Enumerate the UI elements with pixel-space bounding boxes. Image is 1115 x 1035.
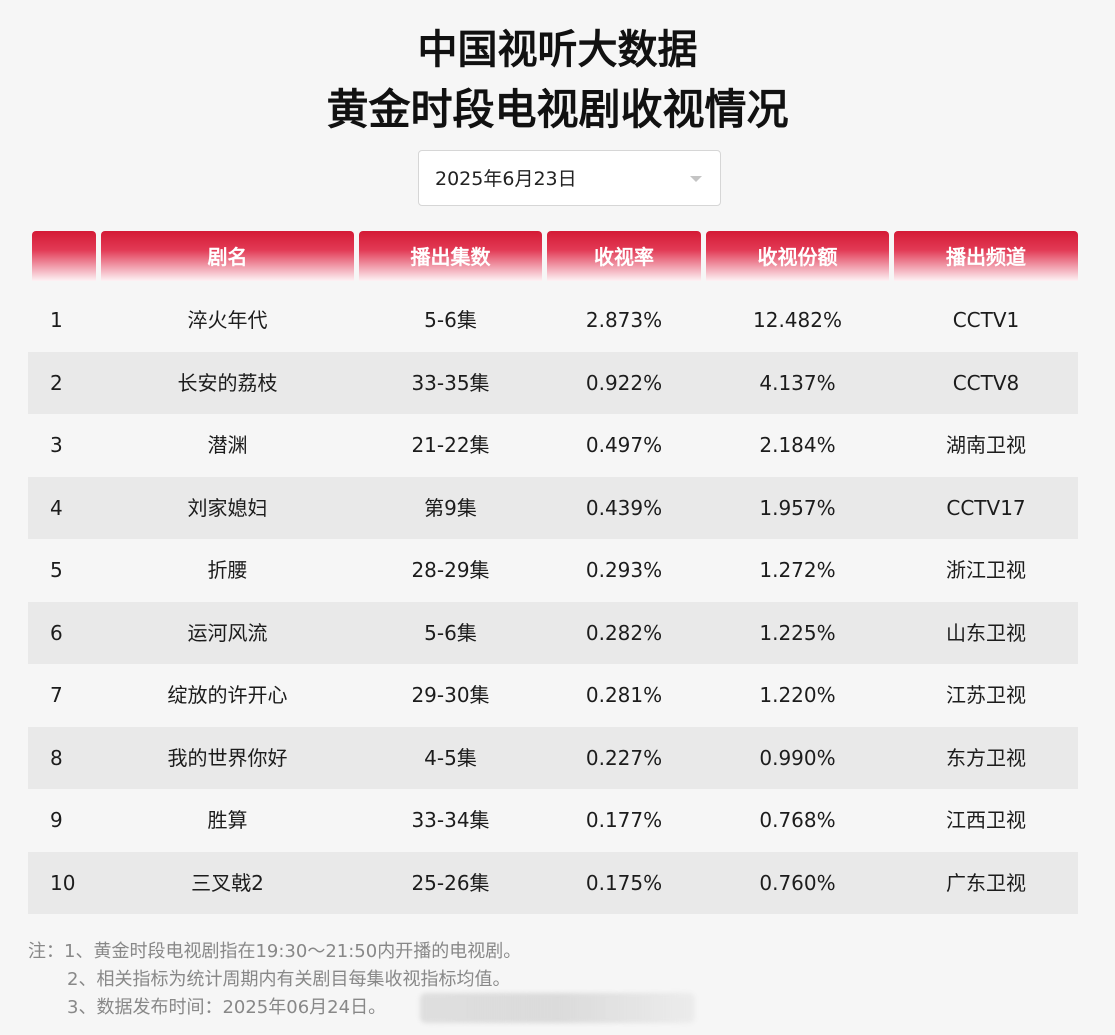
- cell-rating: 0.439%: [585, 495, 663, 520]
- cell-rank: 8: [50, 745, 63, 770]
- cell-channel: CCTV1: [952, 308, 1020, 332]
- column-header-rank: [32, 231, 96, 281]
- column-header-episodes: 播出集数: [359, 231, 542, 281]
- cell-share: 0.990%: [759, 745, 836, 770]
- cell-rating: 0.177%: [585, 808, 663, 832]
- column-header-name: 剧名: [101, 231, 354, 281]
- cell-drama-name: 三叉戟2: [191, 870, 264, 895]
- cell-rank: 2: [50, 370, 63, 395]
- table-row: 5 折腰 28-29集 0.293% 1.272% 浙江卫视: [28, 539, 1078, 602]
- cell-drama-name: 潜渊: [207, 433, 248, 457]
- cell-channel: 广东卫视: [946, 870, 1026, 895]
- cell-drama-name: 折腰: [207, 558, 248, 582]
- cell-rank: 5: [50, 558, 63, 582]
- cell-episodes: 33-34集: [411, 808, 490, 832]
- table-row: 2 长安的荔枝 33-35集 0.922% 4.137% CCTV8: [28, 351, 1078, 414]
- cell-rating: 0.497%: [585, 433, 663, 457]
- cell-rating: 0.293%: [585, 558, 663, 582]
- column-header-rating: 收视率: [547, 231, 701, 281]
- cell-rating: 0.922%: [585, 370, 663, 395]
- footnote-3: 3、数据发布时间：2025年06月24日。: [67, 997, 387, 1018]
- cell-drama-name: 淬火年代: [187, 308, 268, 332]
- cell-episodes: 5-6集: [424, 620, 477, 645]
- table-header: 剧名 播出集数 收视率 收视份额 播出频道: [28, 231, 1078, 289]
- cell-episodes: 21-22集: [411, 433, 490, 457]
- ratings-table: 剧名 播出集数 收视率 收视份额 播出频道 1 淬火年代 5-6集 2.873% 12.…: [28, 231, 1078, 914]
- cell-drama-name: 胜算: [207, 808, 248, 832]
- cell-channel: CCTV17: [946, 495, 1026, 520]
- cell-rank: 10: [50, 870, 76, 895]
- cell-rating: 0.227%: [585, 745, 663, 770]
- column-header-share: 收视份额: [706, 231, 889, 281]
- table-row: 9 胜算 33-34集 0.177% 0.768% 江西卫视: [28, 789, 1078, 852]
- column-header-channel: 播出频道: [894, 231, 1078, 281]
- table-body: 1 淬火年代 5-6集 2.873% 12.482% CCTV1 2 长安的荔枝 33-35集 0…: [28, 289, 1078, 914]
- cell-share: 12.482%: [753, 308, 842, 332]
- cell-share: 1.220%: [759, 683, 836, 707]
- cell-episodes: 28-29集: [411, 558, 490, 582]
- cell-drama-name: 长安的荔枝: [177, 370, 278, 395]
- cell-episodes: 5-6集: [424, 308, 477, 332]
- date-select-value: 2025年6月23日: [435, 168, 577, 190]
- cell-rank: 7: [50, 683, 63, 707]
- blurred-watermark: [420, 993, 695, 1023]
- page-title: 中国视听大数据: [417, 27, 698, 73]
- cell-drama-name: 刘家媳妇: [187, 495, 268, 520]
- footnotes: 注：1、黄金时段电视剧指在19:30～21:50内开播的电视剧。 2、相关指标为…: [28, 938, 521, 1022]
- cell-share: 0.768%: [759, 808, 836, 832]
- cell-channel: 江西卫视: [946, 808, 1026, 832]
- footnote-2: 2、相关指标为统计周期内有关剧目每集收视指标均值。: [67, 969, 511, 990]
- cell-rank: 1: [50, 308, 63, 332]
- cell-share: 1.225%: [759, 620, 836, 645]
- table-row: 10 三叉戟2 25-26集 0.175% 0.760% 广东卫视: [28, 851, 1078, 914]
- cell-channel: 东方卫视: [946, 745, 1026, 770]
- cell-rating: 2.873%: [585, 308, 663, 332]
- cell-rating: 0.175%: [585, 870, 663, 895]
- cell-rank: 9: [50, 808, 63, 832]
- cell-channel: 浙江卫视: [946, 558, 1026, 582]
- table-row: 7 绽放的许开心 29-30集 0.281% 1.220% 江苏卫视: [28, 664, 1078, 727]
- table-row: 6 运河风流 5-6集 0.282% 1.225% 山东卫视: [28, 601, 1078, 664]
- cell-drama-name: 我的世界你好: [167, 745, 288, 770]
- table-row: 3 潜渊 21-22集 0.497% 2.184% 湖南卫视: [28, 414, 1078, 477]
- cell-rating: 0.282%: [585, 620, 663, 645]
- cell-episodes: 33-35集: [411, 370, 490, 395]
- cell-episodes: 4-5集: [424, 745, 477, 770]
- table-row: 4 刘家媳妇 第9集 0.439% 1.957% CCTV17: [28, 476, 1078, 539]
- table-row: 1 淬火年代 5-6集 2.873% 12.482% CCTV1: [28, 289, 1078, 352]
- cell-episodes: 25-26集: [411, 870, 490, 895]
- cell-episodes: 29-30集: [411, 683, 490, 707]
- cell-channel: 山东卫视: [946, 620, 1026, 645]
- cell-share: 1.272%: [759, 558, 836, 582]
- date-select[interactable]: 2025年6月23日: [418, 150, 721, 206]
- cell-rank: 6: [50, 620, 63, 645]
- cell-episodes: 第9集: [424, 495, 477, 520]
- cell-rating: 0.281%: [585, 683, 663, 707]
- chevron-down-icon[interactable]: [690, 176, 702, 182]
- cell-share: 0.760%: [759, 870, 836, 895]
- cell-rank: 3: [50, 433, 63, 457]
- cell-channel: CCTV8: [952, 370, 1020, 395]
- cell-share: 1.957%: [759, 495, 836, 520]
- table-row: 8 我的世界你好 4-5集 0.227% 0.990% 东方卫视: [28, 726, 1078, 789]
- cell-drama-name: 绽放的许开心: [167, 683, 288, 707]
- cell-drama-name: 运河风流: [187, 620, 268, 645]
- cell-channel: 湖南卫视: [946, 433, 1026, 457]
- page-subtitle: 黄金时段电视剧收视情况: [326, 85, 789, 134]
- cell-rank: 4: [50, 495, 63, 520]
- footnote-1: 注：1、黄金时段电视剧指在19:30～21:50内开播的电视剧。: [28, 941, 522, 962]
- cell-share: 2.184%: [759, 433, 836, 457]
- cell-channel: 江苏卫视: [946, 683, 1026, 707]
- cell-share: 4.137%: [759, 370, 836, 395]
